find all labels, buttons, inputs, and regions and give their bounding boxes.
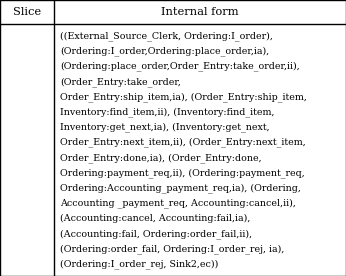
Text: (Order_Entry:take_order,: (Order_Entry:take_order, bbox=[60, 77, 181, 87]
Text: Order_Entry:ship_item,ia), (Order_Entry:ship_item,: Order_Entry:ship_item,ia), (Order_Entry:… bbox=[60, 92, 307, 102]
Text: Ordering:Accounting_payment_req,ia), (Ordering,: Ordering:Accounting_payment_req,ia), (Or… bbox=[60, 183, 301, 193]
Text: (Ordering:place_order,Order_Entry:take_order,ii),: (Ordering:place_order,Order_Entry:take_o… bbox=[60, 62, 300, 71]
Text: ((External_Source_Clerk, Ordering:I_order),: ((External_Source_Clerk, Ordering:I_orde… bbox=[60, 31, 273, 41]
Text: (Ordering:I_order_rej, Sink2,ec)): (Ordering:I_order_rej, Sink2,ec)) bbox=[60, 259, 218, 269]
Text: Internal form: Internal form bbox=[161, 7, 239, 17]
Text: (Accounting:fail, Ordering:order_fail,ii),: (Accounting:fail, Ordering:order_fail,ii… bbox=[60, 229, 252, 239]
Text: Inventory:find_item,ii), (Inventory:find_item,: Inventory:find_item,ii), (Inventory:find… bbox=[60, 107, 274, 117]
Text: Ordering:payment_req,ii), (Ordering:payment_req,: Ordering:payment_req,ii), (Ordering:paym… bbox=[60, 168, 304, 178]
Text: Inventory:get_next,ia), (Inventory:get_next,: Inventory:get_next,ia), (Inventory:get_n… bbox=[60, 123, 270, 132]
Text: Accounting _payment_req, Accounting:cancel,ii),: Accounting _payment_req, Accounting:canc… bbox=[60, 198, 296, 208]
Text: (Accounting:cancel, Accounting:fail,ia),: (Accounting:cancel, Accounting:fail,ia), bbox=[60, 214, 250, 223]
Text: Order_Entry:done,ia), (Order_Entry:done,: Order_Entry:done,ia), (Order_Entry:done, bbox=[60, 153, 262, 163]
Text: (Ordering:I_order,Ordering:place_order,ia),: (Ordering:I_order,Ordering:place_order,i… bbox=[60, 46, 269, 56]
Text: Order_Entry:next_item,ii), (Order_Entry:next_item,: Order_Entry:next_item,ii), (Order_Entry:… bbox=[60, 138, 306, 147]
Text: (Ordering:order_fail, Ordering:I_order_rej, ia),: (Ordering:order_fail, Ordering:I_order_r… bbox=[60, 244, 284, 254]
Text: Slice: Slice bbox=[13, 7, 41, 17]
